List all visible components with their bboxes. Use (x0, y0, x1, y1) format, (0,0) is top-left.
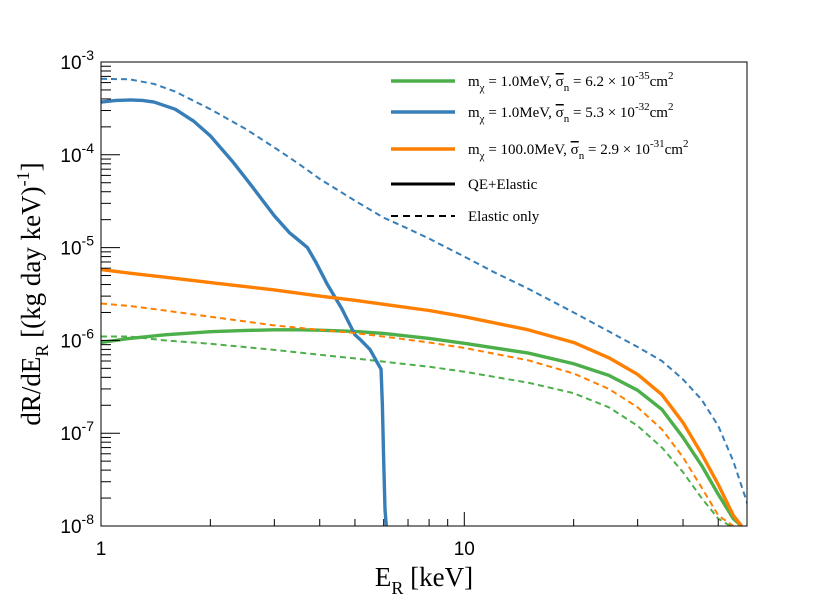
legend: mχ = 1.0MeV, σn = 6.2 × 10-35cm2 mχ = 1.0… (391, 70, 688, 225)
curves-layer (101, 77, 747, 526)
series-line-4 (101, 77, 747, 508)
series-line-3 (101, 98, 389, 526)
axis-ticks (100, 61, 748, 527)
series-line-1 (101, 328, 743, 526)
legend-label-4: QE+Elastic (468, 177, 538, 193)
y-axis-title: dR/dER [(kg day keV)-1] (13, 162, 52, 425)
x-axis-title: ER [keV] (375, 562, 473, 598)
legend-label-1: mχ = 1.0MeV, σn = 6.2 × 10-35cm2 (468, 70, 673, 94)
legend-label-3: mχ = 100.0MeV, σn = 2.9 × 10-31cm2 (468, 138, 688, 162)
x-tick-label: 10 (454, 539, 475, 560)
series-line-5 (101, 267, 743, 526)
y-tick-label: 10-4 (60, 140, 94, 167)
y-tick-label: 10-3 (60, 47, 94, 74)
y-tick-label: 10-7 (60, 418, 94, 445)
x-tick-label: 1 (96, 539, 107, 560)
series-line-6 (101, 302, 734, 526)
legend-label-2: mχ = 1.0MeV, σn = 5.3 × 10-32cm2 (468, 101, 673, 125)
y-tick-label: 10-8 (60, 511, 94, 538)
y-tick-label: 10-6 (60, 325, 94, 352)
series-line-2 (101, 335, 731, 526)
legend-label-5: Elastic only (468, 209, 540, 225)
y-tick-label: 10-5 (60, 233, 94, 260)
axis-tick-labels: 1 10 10-8 10-7 10-6 10-5 10-4 10-3 (60, 47, 474, 560)
plot-frame (100, 61, 748, 527)
